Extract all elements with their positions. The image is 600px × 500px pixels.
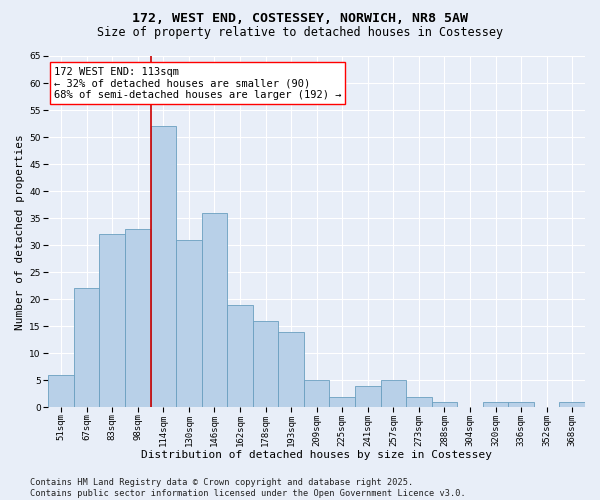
Bar (406, 396, 431, 407)
Bar (431, 402, 457, 407)
Bar (176, 240, 202, 408)
Bar (202, 212, 227, 408)
Text: Contains HM Land Registry data © Crown copyright and database right 2025.
Contai: Contains HM Land Registry data © Crown c… (30, 478, 466, 498)
Bar (329, 396, 355, 407)
Bar (253, 321, 278, 408)
Bar (74, 288, 100, 408)
Bar (125, 229, 151, 408)
Bar (380, 380, 406, 407)
Text: Size of property relative to detached houses in Costessey: Size of property relative to detached ho… (97, 26, 503, 39)
Bar (49, 375, 74, 408)
Bar (100, 234, 125, 408)
Y-axis label: Number of detached properties: Number of detached properties (15, 134, 25, 330)
Bar (151, 126, 176, 408)
Bar (227, 304, 253, 408)
Bar (355, 386, 380, 407)
X-axis label: Distribution of detached houses by size in Costessey: Distribution of detached houses by size … (141, 450, 492, 460)
Bar (559, 402, 585, 407)
Bar (483, 402, 508, 407)
Bar (508, 402, 534, 407)
Bar (304, 380, 329, 407)
Bar (278, 332, 304, 407)
Text: 172, WEST END, COSTESSEY, NORWICH, NR8 5AW: 172, WEST END, COSTESSEY, NORWICH, NR8 5… (132, 12, 468, 26)
Text: 172 WEST END: 113sqm
← 32% of detached houses are smaller (90)
68% of semi-detac: 172 WEST END: 113sqm ← 32% of detached h… (53, 66, 341, 100)
